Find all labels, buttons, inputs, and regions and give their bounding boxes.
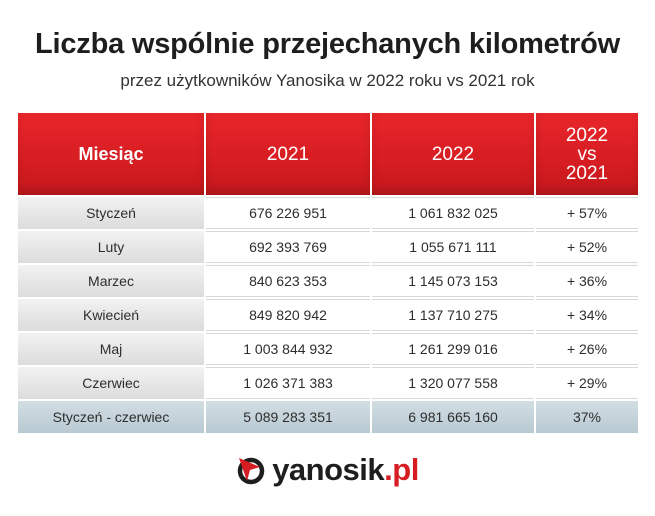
month-cell: Styczeń	[18, 197, 204, 229]
change-cell: + 36%	[536, 265, 638, 297]
km-2021-cell: 1 003 844 932	[206, 333, 370, 365]
table-header: Miesiąc 2021 2022 2022 vs 2021	[18, 113, 638, 195]
table-row: Maj 1 003 844 932 1 261 299 016 + 26%	[18, 333, 638, 365]
change-cell: + 57%	[536, 197, 638, 229]
table-row: Luty 692 393 769 1 055 671 111 + 52%	[18, 231, 638, 263]
month-cell: Styczeń - czerwiec	[18, 401, 204, 433]
table-row: Marzec 840 623 353 1 145 073 153 + 36%	[18, 265, 638, 297]
table-row: Kwiecień 849 820 942 1 137 710 275 + 34%	[18, 299, 638, 331]
table-total-row: Styczeń - czerwiec 5 089 283 351 6 981 665…	[18, 401, 638, 433]
km-2022-cell: 1 061 832 025	[372, 197, 534, 229]
header-month: Miesiąc	[18, 113, 204, 195]
month-cell: Luty	[18, 231, 204, 263]
logo-tld: .pl	[384, 452, 419, 487]
change-cell: + 52%	[536, 231, 638, 263]
yanosik-logo: yanosik.pl	[0, 452, 655, 488]
km-2021-cell: 5 089 283 351	[206, 401, 370, 433]
logo-name: yanosik	[272, 452, 385, 487]
table-body: Styczeń 676 226 951 1 061 832 025 + 57% Luty…	[18, 197, 638, 433]
km-2021-cell: 676 226 951	[206, 197, 370, 229]
km-2022-cell: 1 320 077 558	[372, 367, 534, 399]
km-2021-cell: 849 820 942	[206, 299, 370, 331]
header-2022: 2022	[372, 113, 534, 195]
change-cell: + 34%	[536, 299, 638, 331]
month-cell: Marzec	[18, 265, 204, 297]
km-2022-cell: 6 981 665 160	[372, 401, 534, 433]
page-subtitle: przez użytkowników Yanosika w 2022 roku …	[120, 71, 535, 90]
km-table: Miesiąc 2021 2022 2022 vs 2021 Styczeń 67…	[18, 113, 638, 435]
km-2021-cell: 692 393 769	[206, 231, 370, 263]
table-row: Czerwiec 1 026 371 383 1 320 077 558 + 29%	[18, 367, 638, 399]
km-2022-cell: 1 137 710 275	[372, 299, 534, 331]
km-2022-cell: 1 261 299 016	[372, 333, 534, 365]
logo-wordmark: yanosik.pl	[272, 452, 419, 488]
change-cell: + 29%	[536, 367, 638, 399]
header-comparison: 2022 vs 2021	[536, 113, 638, 195]
page-title: Liczba wspólnie przejechanych kilometrów	[34, 28, 621, 60]
month-cell: Kwiecień	[18, 299, 204, 331]
month-cell: Czerwiec	[18, 367, 204, 399]
change-cell: 37%	[536, 401, 638, 433]
table-row: Styczeń 676 226 951 1 061 832 025 + 57%	[18, 197, 638, 229]
km-2021-cell: 1 026 371 383	[206, 367, 370, 399]
yanosik-logo-icon	[237, 457, 265, 485]
km-2022-cell: 1 055 671 111	[372, 231, 534, 263]
header-comparison-label: 2022 vs 2021	[565, 124, 609, 184]
km-2021-cell: 840 623 353	[206, 265, 370, 297]
header-2021: 2021	[206, 113, 370, 195]
month-cell: Maj	[18, 333, 204, 365]
change-cell: + 26%	[536, 333, 638, 365]
km-2022-cell: 1 145 073 153	[372, 265, 534, 297]
